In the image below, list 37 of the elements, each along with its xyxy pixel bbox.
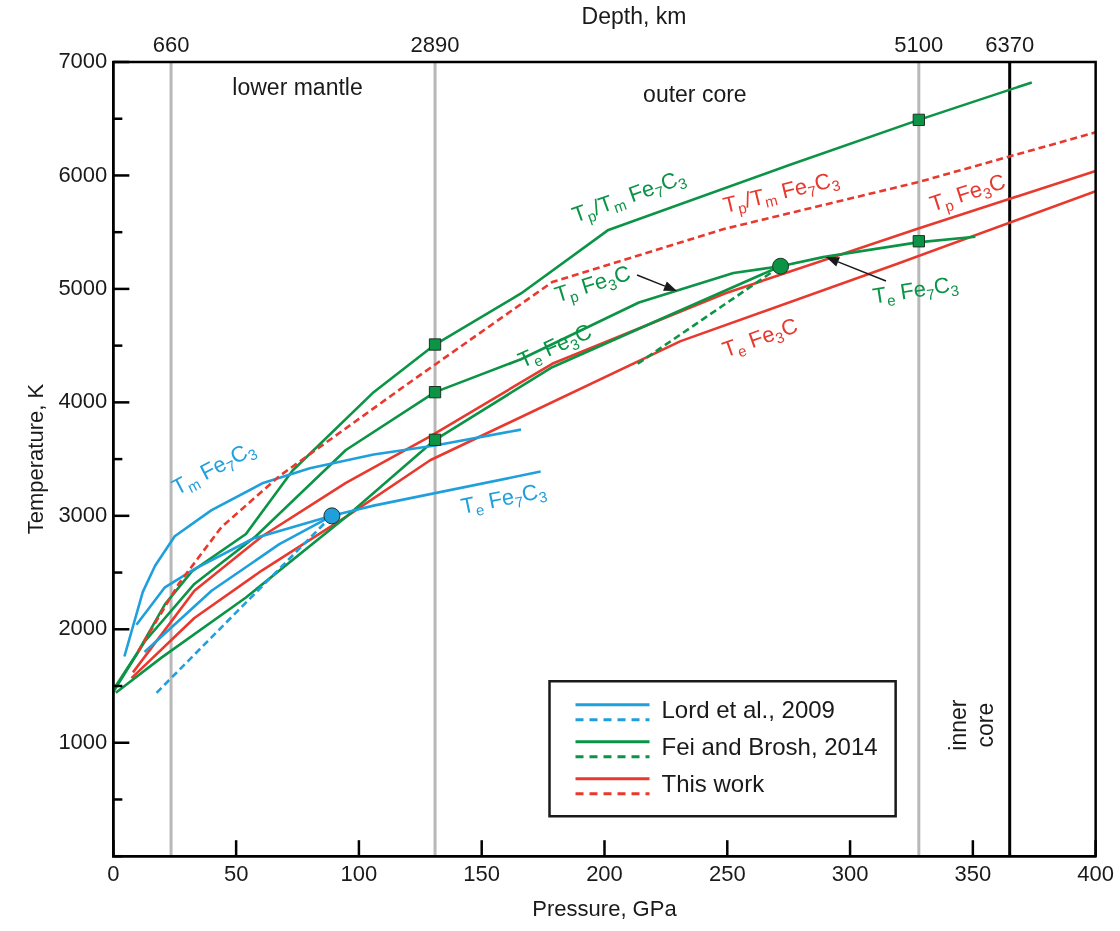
annotation: Te Fe7C3 [870, 272, 961, 310]
x-tick-label: 400 [1077, 861, 1115, 887]
text: Depth, km [581, 3, 687, 30]
annotation: Tp Fe3C [926, 168, 1009, 217]
annotation: Tp Fe3C [551, 260, 634, 308]
legend-label: Lord et al., 2009 [661, 696, 835, 724]
y-tick-label: 2000 [58, 615, 108, 641]
text: 2890 [410, 32, 460, 58]
annotation: Tp/Tm Fe7C3 [720, 167, 842, 218]
text: 660 [152, 32, 190, 58]
annotation: Tm Fe7C3 [167, 439, 261, 500]
y-tick-label: 5000 [58, 274, 108, 300]
x-tick-label: 100 [340, 861, 378, 887]
y-tick-label: 7000 [58, 48, 108, 74]
annotation: outer core [643, 80, 747, 107]
x-axis-title: Pressure, GPa [532, 895, 678, 921]
text: 5100 [894, 32, 944, 58]
x-tick-label: 0 [107, 861, 120, 887]
x-tick-label: 150 [463, 861, 501, 887]
x-tick-label: 50 [223, 861, 249, 887]
y-axis-title: Temperature, K [23, 383, 49, 535]
x-tick-label: 300 [831, 861, 869, 887]
annotation: Tp/Tm Fe7C3 [568, 166, 690, 228]
y-tick-label: 3000 [58, 501, 108, 527]
annotation: lower mantle [232, 73, 363, 100]
legend-label: This work [661, 770, 766, 798]
x-tick-label: 350 [954, 861, 992, 887]
y-tick-label: 6000 [58, 161, 108, 187]
annotation: Te Fe3C [719, 312, 801, 363]
y-tick-label: 1000 [58, 728, 108, 754]
y-tick-label: 4000 [58, 388, 108, 414]
x-tick-label: 250 [708, 861, 746, 887]
annotation: inner core [944, 699, 998, 751]
annotation: Te Fe7C3 [458, 478, 549, 519]
x-tick-label: 200 [586, 861, 623, 887]
legend-label: Fei and Brosh, 2014 [661, 733, 878, 761]
text: 6370 [985, 32, 1035, 58]
